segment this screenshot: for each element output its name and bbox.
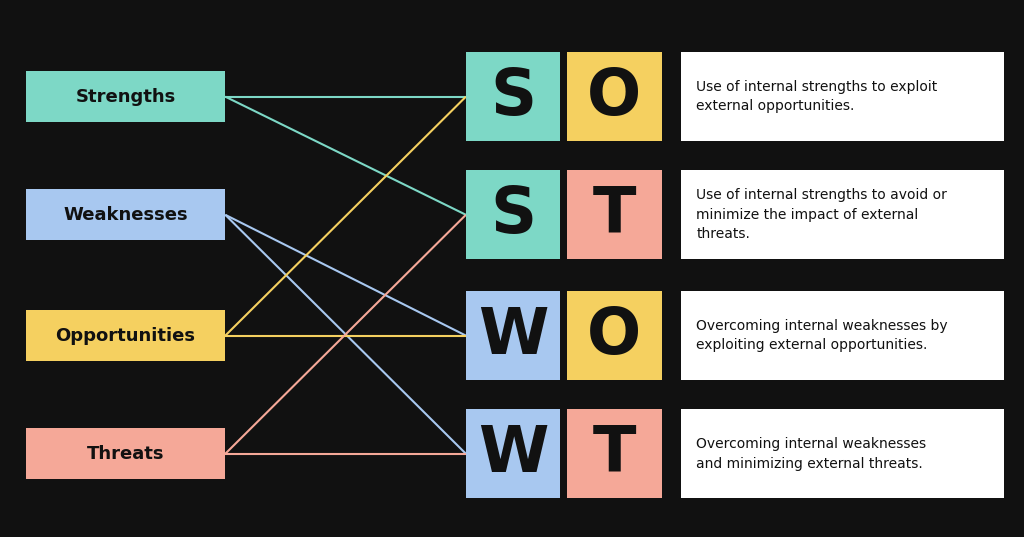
Text: T: T	[593, 423, 636, 485]
Text: Strengths: Strengths	[76, 88, 175, 106]
FancyBboxPatch shape	[466, 171, 560, 259]
FancyBboxPatch shape	[567, 53, 662, 141]
FancyBboxPatch shape	[567, 291, 662, 380]
Text: Overcoming internal weaknesses by
exploiting external opportunities.: Overcoming internal weaknesses by exploi…	[696, 319, 948, 352]
FancyBboxPatch shape	[26, 429, 225, 479]
FancyBboxPatch shape	[567, 409, 662, 498]
Text: S: S	[490, 66, 536, 128]
Text: Overcoming internal weaknesses
and minimizing external threats.: Overcoming internal weaknesses and minim…	[696, 437, 927, 470]
FancyBboxPatch shape	[681, 53, 1004, 141]
Text: Use of internal strengths to exploit
external opportunities.: Use of internal strengths to exploit ext…	[696, 80, 938, 113]
FancyBboxPatch shape	[466, 53, 560, 141]
Text: S: S	[490, 184, 536, 246]
Text: Use of internal strengths to avoid or
minimize the impact of external
threats.: Use of internal strengths to avoid or mi…	[696, 188, 947, 241]
FancyBboxPatch shape	[681, 291, 1004, 380]
Text: W: W	[478, 304, 548, 367]
FancyBboxPatch shape	[26, 310, 225, 361]
FancyBboxPatch shape	[26, 190, 225, 241]
Text: O: O	[588, 66, 641, 128]
FancyBboxPatch shape	[466, 409, 560, 498]
Text: Threats: Threats	[87, 445, 164, 463]
FancyBboxPatch shape	[466, 291, 560, 380]
Text: W: W	[478, 423, 548, 485]
Text: Opportunities: Opportunities	[55, 326, 196, 345]
FancyBboxPatch shape	[567, 171, 662, 259]
Text: O: O	[588, 304, 641, 367]
FancyBboxPatch shape	[26, 71, 225, 122]
Text: T: T	[593, 184, 636, 246]
FancyBboxPatch shape	[681, 409, 1004, 498]
FancyBboxPatch shape	[681, 171, 1004, 259]
Text: Weaknesses: Weaknesses	[63, 206, 187, 224]
